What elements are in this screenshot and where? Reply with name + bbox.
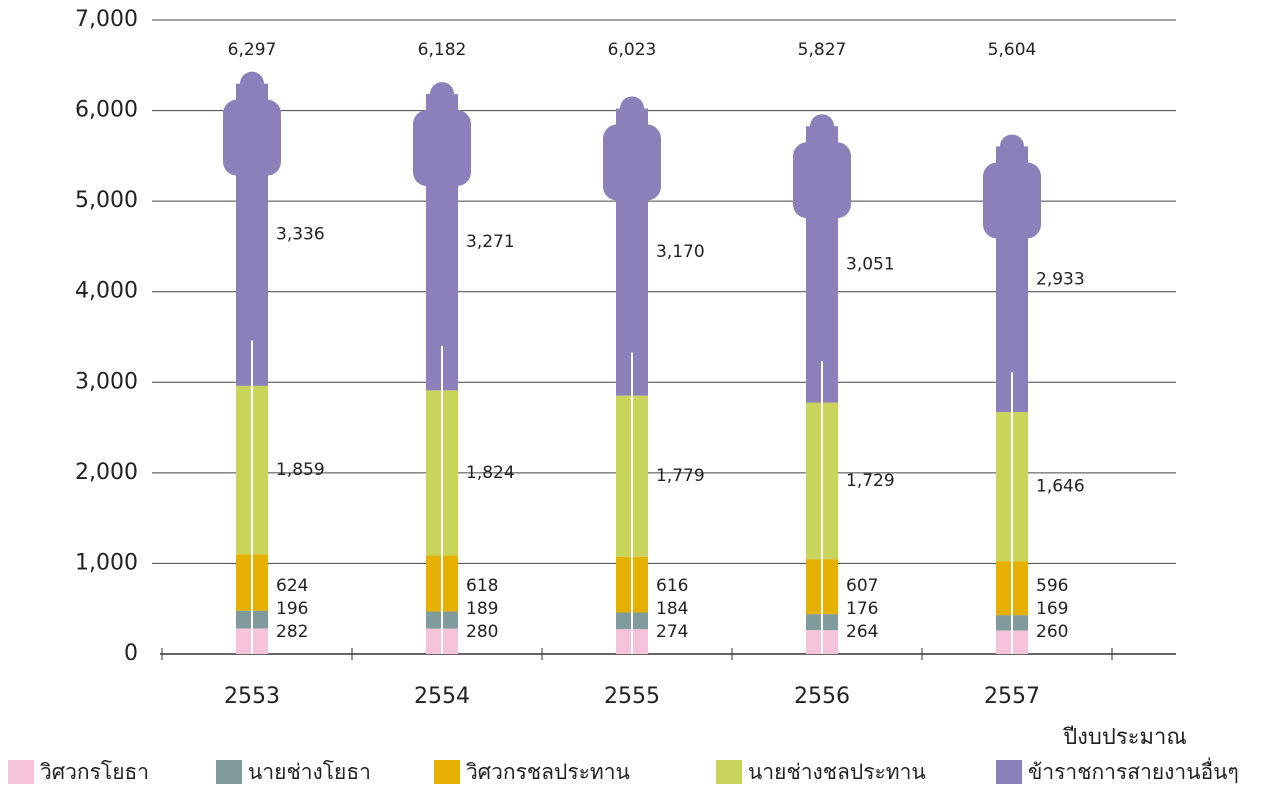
total-label: 6,297 bbox=[228, 40, 277, 60]
value-label: 260 bbox=[1036, 622, 1068, 642]
value-label: 184 bbox=[656, 599, 688, 619]
value-label: 3,051 bbox=[846, 254, 895, 274]
value-label: 264 bbox=[846, 622, 878, 642]
legend-swatch bbox=[8, 760, 34, 784]
value-label: 618 bbox=[466, 576, 498, 596]
total-label: 6,182 bbox=[418, 40, 467, 60]
y-tick-label: 5,000 bbox=[75, 188, 138, 213]
x-tick-label: 2557 bbox=[984, 684, 1040, 709]
x-tick-label: 2553 bbox=[224, 684, 280, 709]
value-label: 274 bbox=[656, 622, 688, 642]
legend-label: วิศวกรโยธา bbox=[40, 760, 149, 784]
legend-label: ข้าราชการสายงานอื่นๆ bbox=[1028, 757, 1239, 784]
value-label: 189 bbox=[466, 599, 498, 619]
value-label: 1,729 bbox=[846, 471, 895, 491]
x-tick-label: 2554 bbox=[414, 684, 470, 709]
value-label: 3,336 bbox=[276, 225, 325, 245]
legend-label: วิศวกรชลประทาน bbox=[466, 760, 630, 784]
x-axis-label: ปีงบประมาณ bbox=[1062, 725, 1187, 750]
legend-swatch bbox=[216, 760, 242, 784]
value-label: 1,779 bbox=[656, 466, 705, 486]
value-label: 1,824 bbox=[466, 463, 515, 483]
value-label: 616 bbox=[656, 576, 688, 596]
value-label: 2,933 bbox=[1036, 269, 1085, 289]
value-label: 596 bbox=[1036, 576, 1068, 596]
value-label: 282 bbox=[276, 622, 308, 642]
y-tick-label: 0 bbox=[124, 641, 138, 666]
value-label: 3,170 bbox=[656, 242, 705, 262]
legend-label: นายช่างชลประทาน bbox=[748, 760, 926, 784]
legend-swatch bbox=[996, 760, 1022, 784]
value-label: 3,271 bbox=[466, 232, 515, 252]
x-tick-label: 2556 bbox=[794, 684, 850, 709]
x-tick-label: 2555 bbox=[604, 684, 660, 709]
y-tick-label: 2,000 bbox=[75, 460, 138, 485]
value-label: 1,646 bbox=[1036, 477, 1085, 497]
y-tick-label: 1,000 bbox=[75, 550, 138, 575]
y-tick-label: 4,000 bbox=[75, 279, 138, 304]
legend-label: นายช่างโยธา bbox=[248, 760, 371, 784]
bar-segment bbox=[806, 126, 838, 403]
total-label: 5,604 bbox=[988, 40, 1037, 60]
value-label: 176 bbox=[846, 599, 878, 619]
bar-segment bbox=[426, 94, 458, 391]
value-label: 280 bbox=[466, 622, 498, 642]
bar-segment bbox=[236, 83, 268, 386]
y-tick-label: 6,000 bbox=[75, 98, 138, 123]
bar-segment bbox=[996, 146, 1028, 413]
value-label: 1,859 bbox=[276, 460, 325, 480]
total-label: 6,023 bbox=[608, 40, 657, 60]
bar-segment bbox=[616, 108, 648, 396]
value-label: 624 bbox=[276, 576, 308, 596]
legend-swatch bbox=[716, 760, 742, 784]
value-label: 196 bbox=[276, 599, 308, 619]
y-tick-label: 7,000 bbox=[75, 7, 138, 32]
value-label: 169 bbox=[1036, 599, 1068, 619]
legend-swatch bbox=[434, 760, 460, 784]
value-label: 607 bbox=[846, 576, 878, 596]
y-tick-label: 3,000 bbox=[75, 369, 138, 394]
total-label: 5,827 bbox=[798, 40, 847, 60]
